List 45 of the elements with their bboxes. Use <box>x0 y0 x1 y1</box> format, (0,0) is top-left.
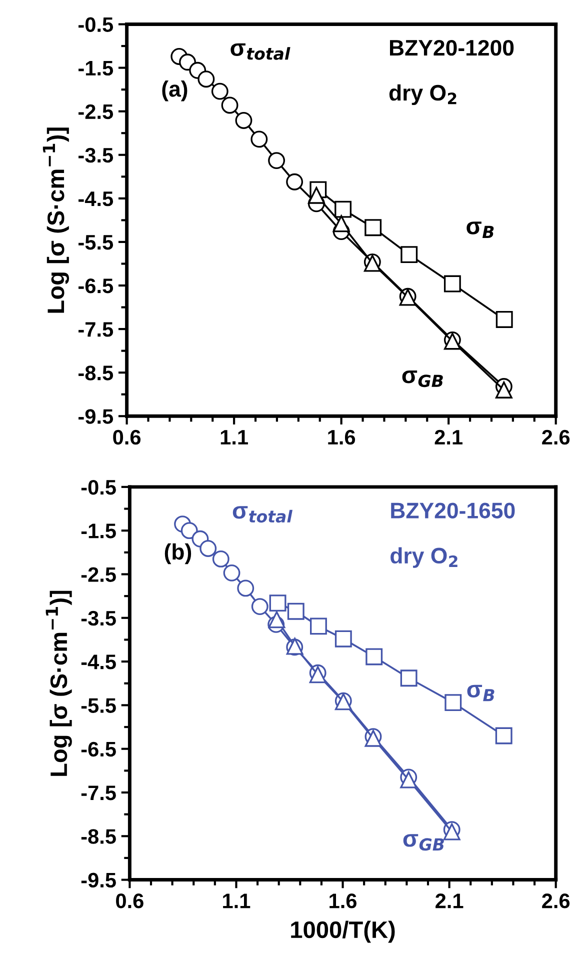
x-tick-label: 0.6 <box>113 430 141 445</box>
y-tick-label: -8.5 <box>81 829 116 844</box>
y-axis-title: Log [σ (S·cm$^{−1}$)] <box>42 128 70 313</box>
x-tick-label: 0.6 <box>116 894 144 908</box>
annotation: σ$_{total}$ <box>232 506 293 523</box>
annotation: σ$_{B}$ <box>467 684 494 702</box>
y-tick-label: -5.5 <box>78 235 114 250</box>
y-tick-label: -6.5 <box>81 742 116 757</box>
annotation: dry O$_{2}$ <box>390 547 458 568</box>
y-tick-label: -1.5 <box>81 524 116 538</box>
annotation: dry O$_{2}$ <box>389 84 456 106</box>
x-tick-label: 2.1 <box>436 894 464 908</box>
x-tick-label: 2.1 <box>434 430 462 444</box>
x-tick-label: 2.6 <box>542 430 570 445</box>
y-tick-label: -4.5 <box>78 192 114 206</box>
y-tick-label: -9.5 <box>81 872 116 888</box>
annotation: BZY20-1200 <box>390 40 514 56</box>
y-tick-label: -3.5 <box>78 148 114 163</box>
y-tick-label: -2.5 <box>78 104 114 120</box>
y-tick-label: -9.5 <box>78 409 114 424</box>
annotation: σ$_{GB}$ <box>403 834 444 851</box>
x-tick-label: 1.6 <box>328 430 356 445</box>
y-tick-label: -0.5 <box>81 480 116 495</box>
x-tick-label: 1.6 <box>330 894 356 908</box>
annotation: σ$_{B}$ <box>466 222 494 238</box>
x-tick-label: 1.1 <box>220 430 248 444</box>
y-tick-label: -6.5 <box>78 278 114 294</box>
annotation: BZY20-1650 <box>391 502 515 518</box>
y-axis-title: Log [σ (S·cm$^{−1}$)] <box>46 590 72 776</box>
y-tick-label: -4.5 <box>81 654 116 670</box>
annotation: (b) <box>164 543 192 564</box>
y-tick-label: -5.5 <box>81 698 116 713</box>
annotation: σ$_{total}$ <box>230 43 290 60</box>
x-tick-label: 2.6 <box>542 894 570 908</box>
annotation: σ$_{GB}$ <box>402 370 443 388</box>
y-tick-label: -7.5 <box>78 322 114 337</box>
y-tick-label: -3.5 <box>81 610 116 626</box>
y-tick-label: -2.5 <box>81 567 116 582</box>
y-tick-label: -0.5 <box>78 17 114 32</box>
annotation: (a) <box>162 80 188 102</box>
x-tick-label: 1.1 <box>223 894 250 908</box>
x-axis-title: 1000/T(K) <box>291 920 395 943</box>
y-tick-label: -8.5 <box>78 366 114 380</box>
y-tick-label: -7.5 <box>81 786 116 800</box>
y-tick-label: -1.5 <box>78 61 114 76</box>
